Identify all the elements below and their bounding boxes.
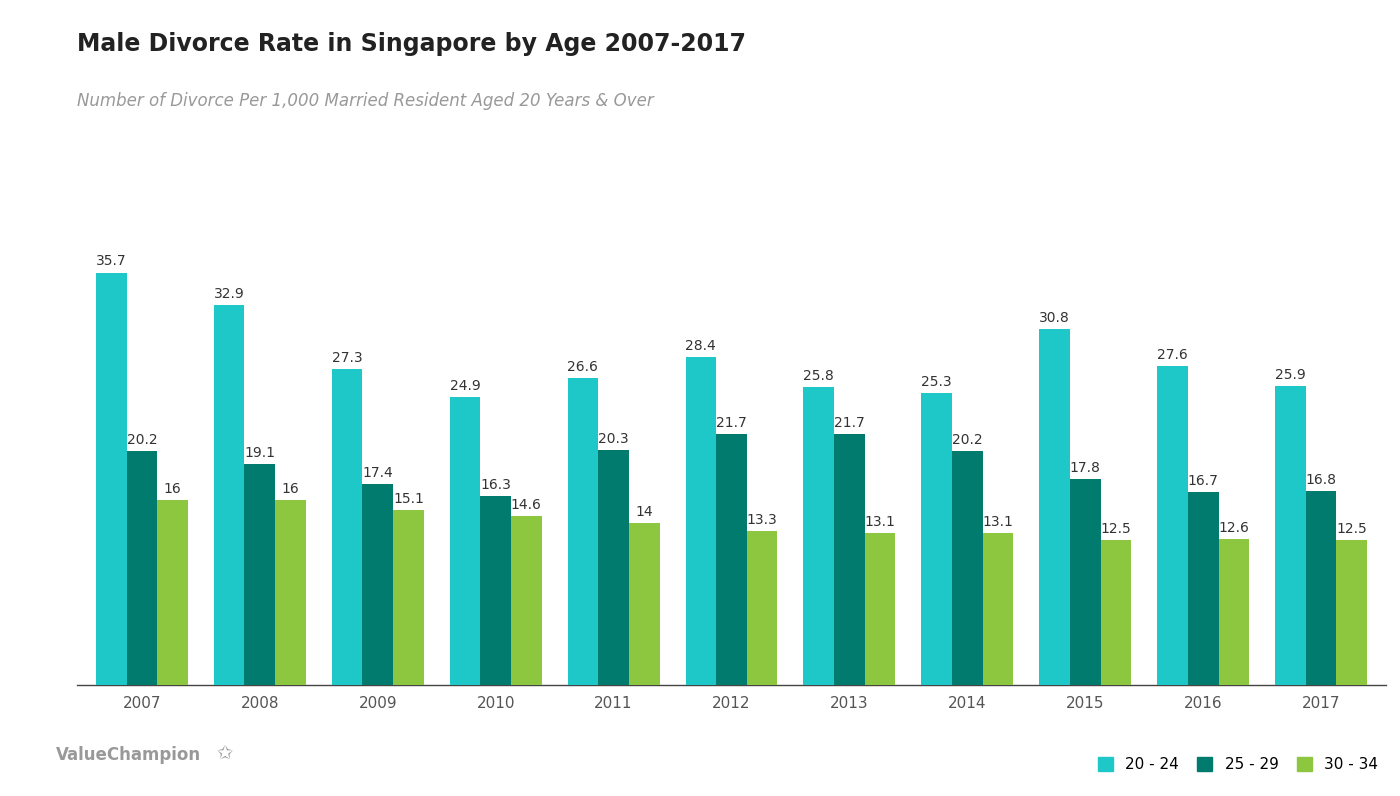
Bar [567, 377, 598, 685]
Bar [1100, 540, 1131, 685]
Bar [1337, 540, 1368, 685]
Bar [276, 500, 305, 685]
Text: Number of Divorce Per 1,000 Married Resident Aged 20 Years & Over: Number of Divorce Per 1,000 Married Resi… [77, 92, 654, 110]
Bar [1158, 366, 1187, 685]
Bar [1039, 329, 1070, 685]
Text: 20.2: 20.2 [952, 433, 983, 447]
Text: ✩: ✩ [217, 743, 234, 763]
Text: 35.7: 35.7 [95, 255, 126, 268]
Text: 12.5: 12.5 [1100, 522, 1131, 537]
Text: 30.8: 30.8 [1039, 311, 1070, 325]
Text: 25.9: 25.9 [1275, 368, 1306, 381]
Bar [686, 357, 717, 685]
Bar [214, 305, 245, 685]
Bar [1275, 385, 1306, 685]
Text: 12.6: 12.6 [1218, 521, 1249, 535]
Text: 12.5: 12.5 [1337, 522, 1368, 537]
Text: 13.1: 13.1 [983, 515, 1014, 529]
Text: 16.7: 16.7 [1187, 474, 1218, 488]
Text: 17.4: 17.4 [363, 466, 393, 480]
Text: 13.3: 13.3 [746, 513, 777, 527]
Bar [598, 451, 629, 685]
Bar [952, 451, 983, 685]
Bar [126, 451, 157, 685]
Bar [332, 369, 363, 685]
Bar [511, 516, 542, 685]
Bar [1187, 492, 1218, 685]
Bar [804, 387, 834, 685]
Bar [1218, 539, 1249, 685]
Text: 32.9: 32.9 [214, 287, 245, 301]
Text: Male Divorce Rate in Singapore by Age 2007-2017: Male Divorce Rate in Singapore by Age 20… [77, 32, 746, 56]
Text: 17.8: 17.8 [1070, 461, 1100, 475]
Bar [95, 272, 126, 685]
Text: 16.3: 16.3 [480, 478, 511, 493]
Bar [157, 500, 188, 685]
Bar [363, 484, 393, 685]
Text: ValueChampion: ValueChampion [56, 746, 202, 764]
Text: 19.1: 19.1 [244, 446, 276, 460]
Bar [1070, 479, 1100, 685]
Text: 20.2: 20.2 [126, 433, 157, 447]
Text: 15.1: 15.1 [393, 492, 424, 506]
Bar [245, 464, 276, 685]
Text: 24.9: 24.9 [449, 379, 480, 393]
Bar [865, 533, 896, 685]
Text: 20.3: 20.3 [598, 432, 629, 447]
Bar [393, 510, 424, 685]
Bar [449, 397, 480, 685]
Bar [480, 497, 511, 685]
Text: 14: 14 [636, 505, 652, 519]
Text: 27.6: 27.6 [1158, 348, 1189, 362]
Text: 26.6: 26.6 [567, 360, 598, 373]
Text: 25.8: 25.8 [804, 369, 834, 383]
Text: 21.7: 21.7 [717, 416, 746, 430]
Bar [983, 533, 1014, 685]
Text: 16.8: 16.8 [1306, 473, 1337, 486]
Bar [717, 434, 746, 685]
Text: 13.1: 13.1 [865, 515, 896, 529]
Text: 27.3: 27.3 [332, 351, 363, 365]
Text: 28.4: 28.4 [686, 339, 717, 353]
Bar [1306, 490, 1337, 685]
Bar [834, 434, 865, 685]
Text: 25.3: 25.3 [921, 374, 952, 388]
Text: 16: 16 [164, 482, 182, 496]
Text: 16: 16 [281, 482, 300, 496]
Text: 21.7: 21.7 [834, 416, 865, 430]
Bar [746, 531, 777, 685]
Text: 14.6: 14.6 [511, 498, 542, 512]
Bar [921, 392, 952, 685]
Legend: 20 - 24, 25 - 29, 30 - 34: 20 - 24, 25 - 29, 30 - 34 [1098, 757, 1379, 772]
Bar [629, 523, 659, 685]
